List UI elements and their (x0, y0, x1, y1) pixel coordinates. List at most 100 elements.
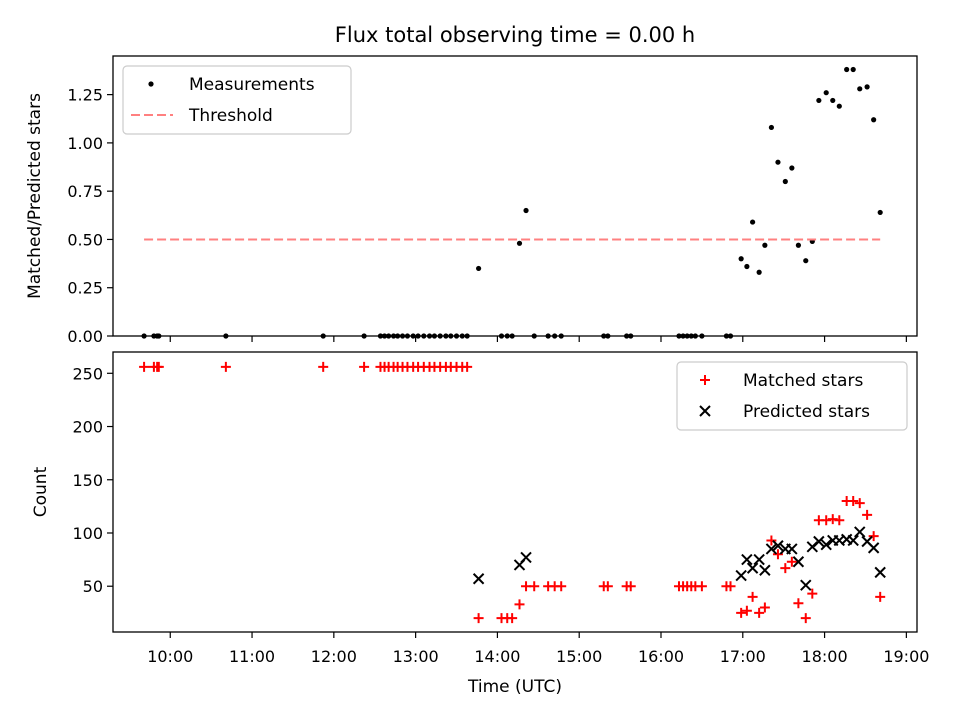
data-point (786, 556, 797, 567)
data-point (847, 534, 859, 547)
data-point (520, 551, 532, 564)
data-point (836, 103, 842, 109)
data-point (803, 258, 809, 264)
data-point (786, 543, 798, 555)
y-tick-label: 1.25 (67, 86, 103, 105)
data-point (756, 269, 762, 275)
x-axis-label: Time (UTC) (467, 677, 562, 697)
data-point (318, 361, 329, 372)
data-point (823, 90, 829, 96)
x-tick-label: 10:00 (147, 647, 193, 666)
data-point (827, 514, 838, 525)
legend-label: Measurements (189, 75, 315, 95)
y-axis-label: Count (31, 466, 51, 517)
data-point (359, 361, 370, 372)
data-point (725, 581, 736, 592)
x-tick-label: 17:00 (720, 647, 766, 666)
legend-swatch (148, 81, 154, 87)
top-panel: 0.00 0.25 0.50 0.75 1.00 1.25 Matched/Predicte… (25, 55, 918, 346)
data-point (759, 602, 770, 613)
data-point (473, 613, 484, 624)
data-point (516, 240, 523, 246)
data-point (625, 581, 636, 592)
bottom-panel: 50 100 150 200 250 10:00 11:00 12:00 13:00 14:00 1… (31, 351, 929, 697)
data-point (507, 613, 518, 624)
data-point (864, 84, 870, 90)
data-point (854, 498, 865, 509)
data-point (782, 178, 788, 185)
y-tick-label: 0.50 (67, 230, 103, 249)
legend-label: Matched stars (743, 371, 863, 391)
data-point (789, 165, 795, 171)
data-point (766, 535, 777, 546)
x-tick-label: 15:00 (556, 647, 602, 666)
data-point (850, 66, 856, 73)
data-point (775, 159, 781, 165)
data-point (523, 207, 529, 214)
data-point (744, 263, 750, 270)
data-point (871, 117, 877, 123)
x-tick-label: 11:00 (229, 647, 275, 666)
data-point (795, 242, 802, 248)
data-point (514, 599, 525, 610)
x-tick-label: 19:00 (883, 647, 929, 666)
data-point (735, 569, 747, 582)
data-point (746, 562, 759, 574)
data-point (602, 581, 613, 592)
legend-box (122, 65, 352, 135)
data-point (780, 563, 791, 574)
data-point (800, 613, 811, 624)
data-point (768, 124, 775, 131)
data-point (792, 556, 805, 568)
data-point (830, 97, 836, 104)
data-point (868, 531, 879, 542)
data-point (529, 581, 540, 592)
data-point (867, 542, 880, 554)
data-point (462, 361, 473, 372)
data-point (750, 219, 756, 225)
data-point (762, 242, 768, 248)
data-point (848, 496, 859, 507)
plot-frame (112, 55, 918, 337)
y-tick-label: 200 (72, 418, 103, 437)
y-axis-label: Matched/Predicted stars (25, 93, 45, 299)
data-point (807, 588, 818, 599)
data-point (875, 591, 886, 602)
data-point (800, 579, 812, 591)
data-point (854, 526, 866, 538)
data-point (874, 566, 886, 579)
y-tick-label: 100 (72, 524, 103, 543)
data-point (472, 573, 485, 585)
y-tick-label: 250 (72, 364, 103, 383)
data-point (747, 591, 758, 602)
y-tick-label: 50 (83, 577, 103, 596)
x-tick-label: 12:00 (311, 647, 357, 666)
legend: Matched stars Predicted stars (676, 361, 908, 431)
series-matched-stars (139, 361, 886, 624)
data-point (844, 66, 850, 73)
data-point (821, 515, 832, 526)
y-tick-label: 0.00 (67, 327, 103, 346)
y-tick-label: 0.25 (67, 279, 103, 298)
data-point (753, 553, 765, 566)
data-point (754, 607, 765, 618)
x-tick-label: 16:00 (638, 647, 684, 666)
plot-frame (112, 351, 918, 633)
legend-box (676, 361, 908, 431)
legend-swatch (700, 375, 710, 385)
y-tick-label: 150 (72, 471, 103, 490)
y-tick-label: 0.75 (67, 182, 103, 201)
legend: Measurements Threshold (122, 65, 352, 135)
data-point (862, 509, 873, 520)
data-point (816, 97, 822, 104)
data-point (556, 581, 567, 592)
legend-label: Predicted stars (743, 402, 870, 422)
chart-title: Flux total observing time = 0.00 h (335, 23, 695, 47)
data-point (857, 86, 863, 92)
x-tick-label: 14:00 (474, 647, 520, 666)
data-point (741, 605, 752, 616)
data-point (476, 265, 482, 272)
data-point (139, 361, 150, 372)
data-point (820, 538, 832, 551)
